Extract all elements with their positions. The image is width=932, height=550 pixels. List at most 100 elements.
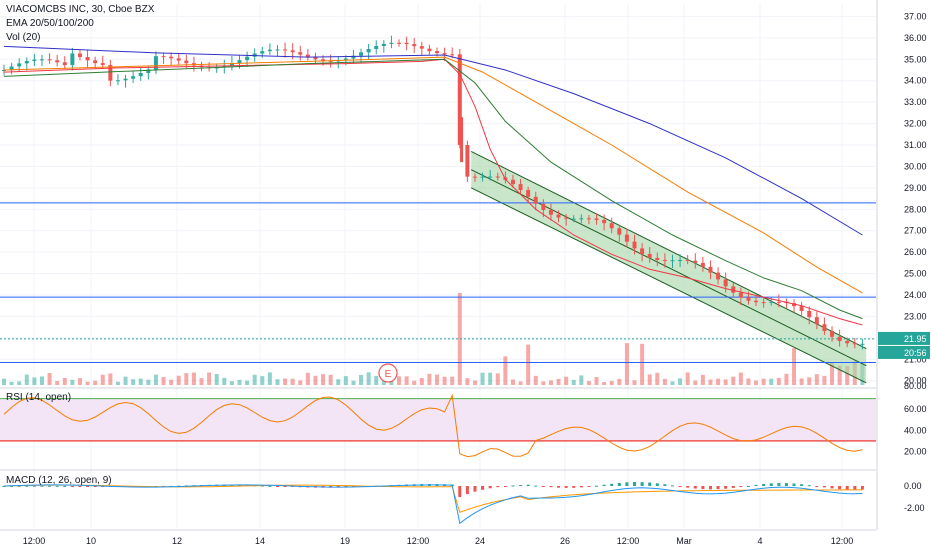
- rsi-band: [0, 398, 876, 441]
- macd-histogram-bar: [268, 485, 272, 487]
- macd-histogram-bar: [587, 486, 591, 487]
- volume-bar: [39, 376, 44, 385]
- macd-histogram-bar: [708, 486, 712, 490]
- macd-histogram-bar: [807, 485, 811, 487]
- candle-body: [640, 248, 645, 254]
- candle-body: [564, 217, 569, 219]
- rsi-legend[interactable]: RSI (14, open): [6, 392, 72, 403]
- volume-bar: [655, 372, 660, 385]
- macd-histogram-bar: [762, 483, 766, 486]
- symbol-title: VIACOMCBS INC, 30, Cboe BZX: [6, 4, 155, 15]
- candle-body: [852, 343, 857, 345]
- countdown-tag: [878, 345, 930, 359]
- rsi-tick-label: 60.00: [904, 404, 927, 414]
- volume-bar: [62, 377, 67, 385]
- volume-bar: [564, 376, 569, 385]
- candle-body: [237, 60, 242, 64]
- volume-legend[interactable]: Vol (20): [6, 32, 41, 43]
- volume-bar: [685, 372, 690, 385]
- volume-bar: [419, 378, 424, 385]
- volume-bar: [495, 373, 500, 385]
- macd-histogram-bar: [595, 485, 599, 487]
- macd-histogram-bar: [754, 484, 758, 486]
- candle-body: [609, 223, 614, 229]
- macd-histogram-bar: [830, 486, 834, 489]
- candle-body: [176, 58, 181, 61]
- macd-panel: [0, 469, 876, 525]
- candle-body: [115, 80, 120, 82]
- candle-body: [495, 176, 500, 178]
- candle-body: [229, 63, 234, 66]
- macd-histogram-bar: [845, 486, 849, 490]
- price-tick-label: 34.00: [904, 76, 927, 86]
- candle-body: [526, 189, 531, 197]
- macd-histogram-bar: [48, 485, 52, 487]
- macd-legend[interactable]: MACD (12, 26, open, 9): [6, 475, 112, 486]
- macd-histogram-bar: [93, 486, 97, 487]
- candle-body: [647, 253, 652, 258]
- candle-body: [108, 64, 113, 81]
- price-tick-label: 21.00: [904, 354, 927, 364]
- candle-body: [708, 266, 713, 273]
- volume-bar: [488, 372, 493, 385]
- rsi-tick-label: 40.00: [904, 425, 927, 435]
- volume-bar: [2, 378, 6, 385]
- price-tick-label: 24.00: [904, 290, 927, 300]
- candle-body: [465, 145, 470, 177]
- candle-body: [252, 53, 257, 57]
- macd-histogram-bar: [526, 484, 530, 486]
- candle-body: [366, 48, 371, 53]
- macd-histogram-bar: [625, 482, 629, 486]
- candle-body: [404, 42, 409, 45]
- macd-histogram-bar: [86, 486, 90, 487]
- candle-body: [769, 301, 774, 303]
- volume-bar: [792, 348, 797, 385]
- volume-bar: [617, 378, 622, 385]
- countdown-label: 20:56: [904, 348, 927, 358]
- candle-body: [374, 46, 379, 49]
- horizontal-levels[interactable]: [0, 202, 876, 363]
- candle-body: [55, 60, 60, 63]
- earnings-marker[interactable]: E: [378, 363, 398, 383]
- macd-histogram-bar: [800, 484, 804, 486]
- volume-bar: [108, 373, 113, 385]
- candle-body: [343, 58, 348, 61]
- volume-bar: [632, 380, 637, 385]
- candle-body: [700, 262, 705, 267]
- volume-bar: [708, 379, 713, 385]
- macd-histogram-bar: [572, 486, 576, 488]
- candle-body: [381, 43, 386, 47]
- macd-histogram-bar: [10, 485, 14, 487]
- macd-histogram-bar: [739, 486, 743, 487]
- volume-bar: [457, 293, 462, 385]
- candle-body: [9, 66, 14, 70]
- macd-histogram-bar: [655, 483, 659, 486]
- volume-bar: [138, 378, 143, 385]
- volume-bar: [609, 381, 614, 385]
- candle-body: [807, 310, 812, 318]
- volume-bar: [571, 379, 576, 385]
- time-tick-label: 12:00: [23, 536, 46, 546]
- volume-bar: [191, 372, 196, 385]
- last-price-label: 21.95: [904, 334, 927, 344]
- candle-body: [146, 69, 151, 73]
- macd-histogram-bar: [519, 485, 523, 487]
- volume-bar: [9, 381, 14, 385]
- macd-histogram-bar: [564, 486, 568, 488]
- macd-histogram-bar: [815, 486, 819, 487]
- volume-bar: [397, 376, 402, 385]
- volume-bar: [435, 374, 439, 385]
- volume-bar: [678, 378, 683, 385]
- candle-body: [460, 117, 464, 163]
- time-tick-label: 26: [560, 536, 570, 546]
- last-price-tag: [878, 331, 930, 345]
- candle-body: [123, 78, 128, 81]
- ema-legend[interactable]: EMA 20/50/100/200: [6, 18, 94, 29]
- macd-histogram-bar: [465, 486, 469, 495]
- volume-bar: [229, 381, 234, 385]
- volume-bar: [55, 380, 60, 385]
- ema-line-ema-50: [3, 58, 863, 320]
- volume-bar: [465, 378, 470, 385]
